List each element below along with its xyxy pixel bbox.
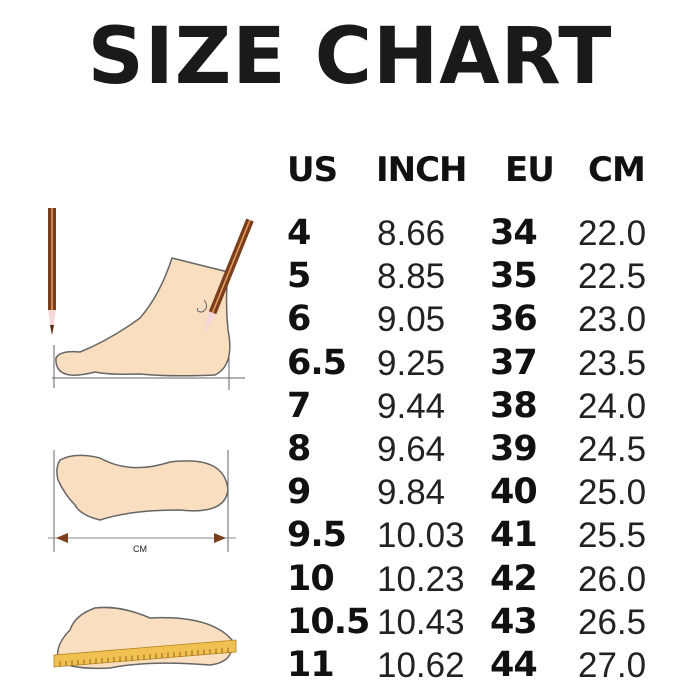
cell-inch: 10.23: [377, 559, 465, 599]
cell-cm: 22.0: [578, 214, 647, 253]
cell-us: 10: [287, 558, 335, 599]
cell-cm: 25.0: [578, 473, 647, 513]
cell-cm: 23.5: [578, 343, 647, 383]
cell-us: 5: [287, 256, 311, 297]
cell-eu: 41: [490, 515, 538, 556]
table-row: 9 9.84 40 25.0: [0, 471, 700, 514]
header-eu: EU: [505, 150, 555, 190]
cell-us: 7: [287, 385, 311, 426]
cell-inch: 8.66: [377, 214, 446, 253]
cell-eu: 40: [490, 472, 538, 513]
cell-us: 4: [287, 213, 311, 253]
table-row: 8 9.64 39 24.5: [0, 428, 700, 471]
cell-inch: 9.25: [377, 343, 446, 383]
cell-us: 9: [287, 472, 311, 513]
table-row: 10 10.23 42 26.0: [0, 558, 700, 601]
page-title: SIZE CHART: [87, 12, 613, 102]
footprint-length-icon: CM: [48, 450, 236, 554]
cell-eu: 38: [490, 385, 538, 426]
table-row: 5 8.85 35 22.5: [0, 255, 700, 298]
cell-cm: 27.0: [578, 646, 647, 685]
table-row: 9.5 10.03 41 25.5: [0, 514, 700, 557]
table-row: 7 9.44 38 24.0: [0, 385, 700, 428]
cell-eu: 42: [490, 558, 538, 599]
cell-cm: 23.0: [578, 300, 647, 340]
header-us: US: [287, 150, 338, 190]
table-row: 6 9.05 36 23.0: [0, 298, 700, 341]
cell-inch: 9.84: [377, 473, 446, 513]
cell-inch: 9.44: [377, 386, 446, 426]
cell-inch: 9.05: [377, 300, 446, 340]
cell-us: 11: [287, 645, 335, 685]
cell-inch: 10.43: [377, 602, 465, 642]
cell-inch: 10.03: [377, 516, 465, 556]
cell-cm: 22.5: [578, 257, 647, 297]
cell-eu: 39: [490, 429, 538, 469]
cell-cm: 25.5: [578, 516, 647, 556]
table-row: 4 8.66 34 22.0: [0, 212, 700, 255]
side-foot-icon: [48, 208, 254, 390]
cell-eu: 35: [490, 256, 538, 297]
foot-measurement-illustration: CM: [48, 208, 254, 670]
cell-inch: 9.64: [377, 430, 446, 469]
cell-cm: 26.5: [578, 602, 647, 642]
table-row: 11 10.62 44 27.0: [0, 644, 700, 687]
cell-us: 6.5: [287, 342, 347, 383]
cell-eu: 36: [490, 299, 538, 340]
cell-cm: 26.0: [578, 559, 647, 599]
cell-cm: 24.5: [578, 430, 647, 469]
cell-inch: 10.62: [377, 646, 465, 685]
cell-cm: 24.0: [578, 386, 647, 426]
table-row: 10.5 10.43 43 26.5: [0, 601, 700, 644]
cell-us: 6: [287, 299, 311, 340]
header-cm: CM: [588, 150, 646, 190]
table-row: 6.5 9.25 37 23.5: [0, 342, 700, 385]
cell-eu: 37: [490, 342, 538, 383]
cell-us: 9.5: [287, 515, 347, 556]
footprint-ruler-icon: [53, 606, 237, 670]
cell-us: 10.5: [287, 601, 370, 642]
cell-us: 8: [287, 429, 311, 469]
cell-eu: 43: [490, 601, 538, 642]
cell-inch: 8.85: [377, 257, 446, 297]
cell-eu: 44: [490, 645, 538, 685]
cell-eu: 34: [490, 213, 538, 253]
header-inch: INCH: [376, 150, 468, 190]
measure-label: CM: [133, 544, 147, 554]
